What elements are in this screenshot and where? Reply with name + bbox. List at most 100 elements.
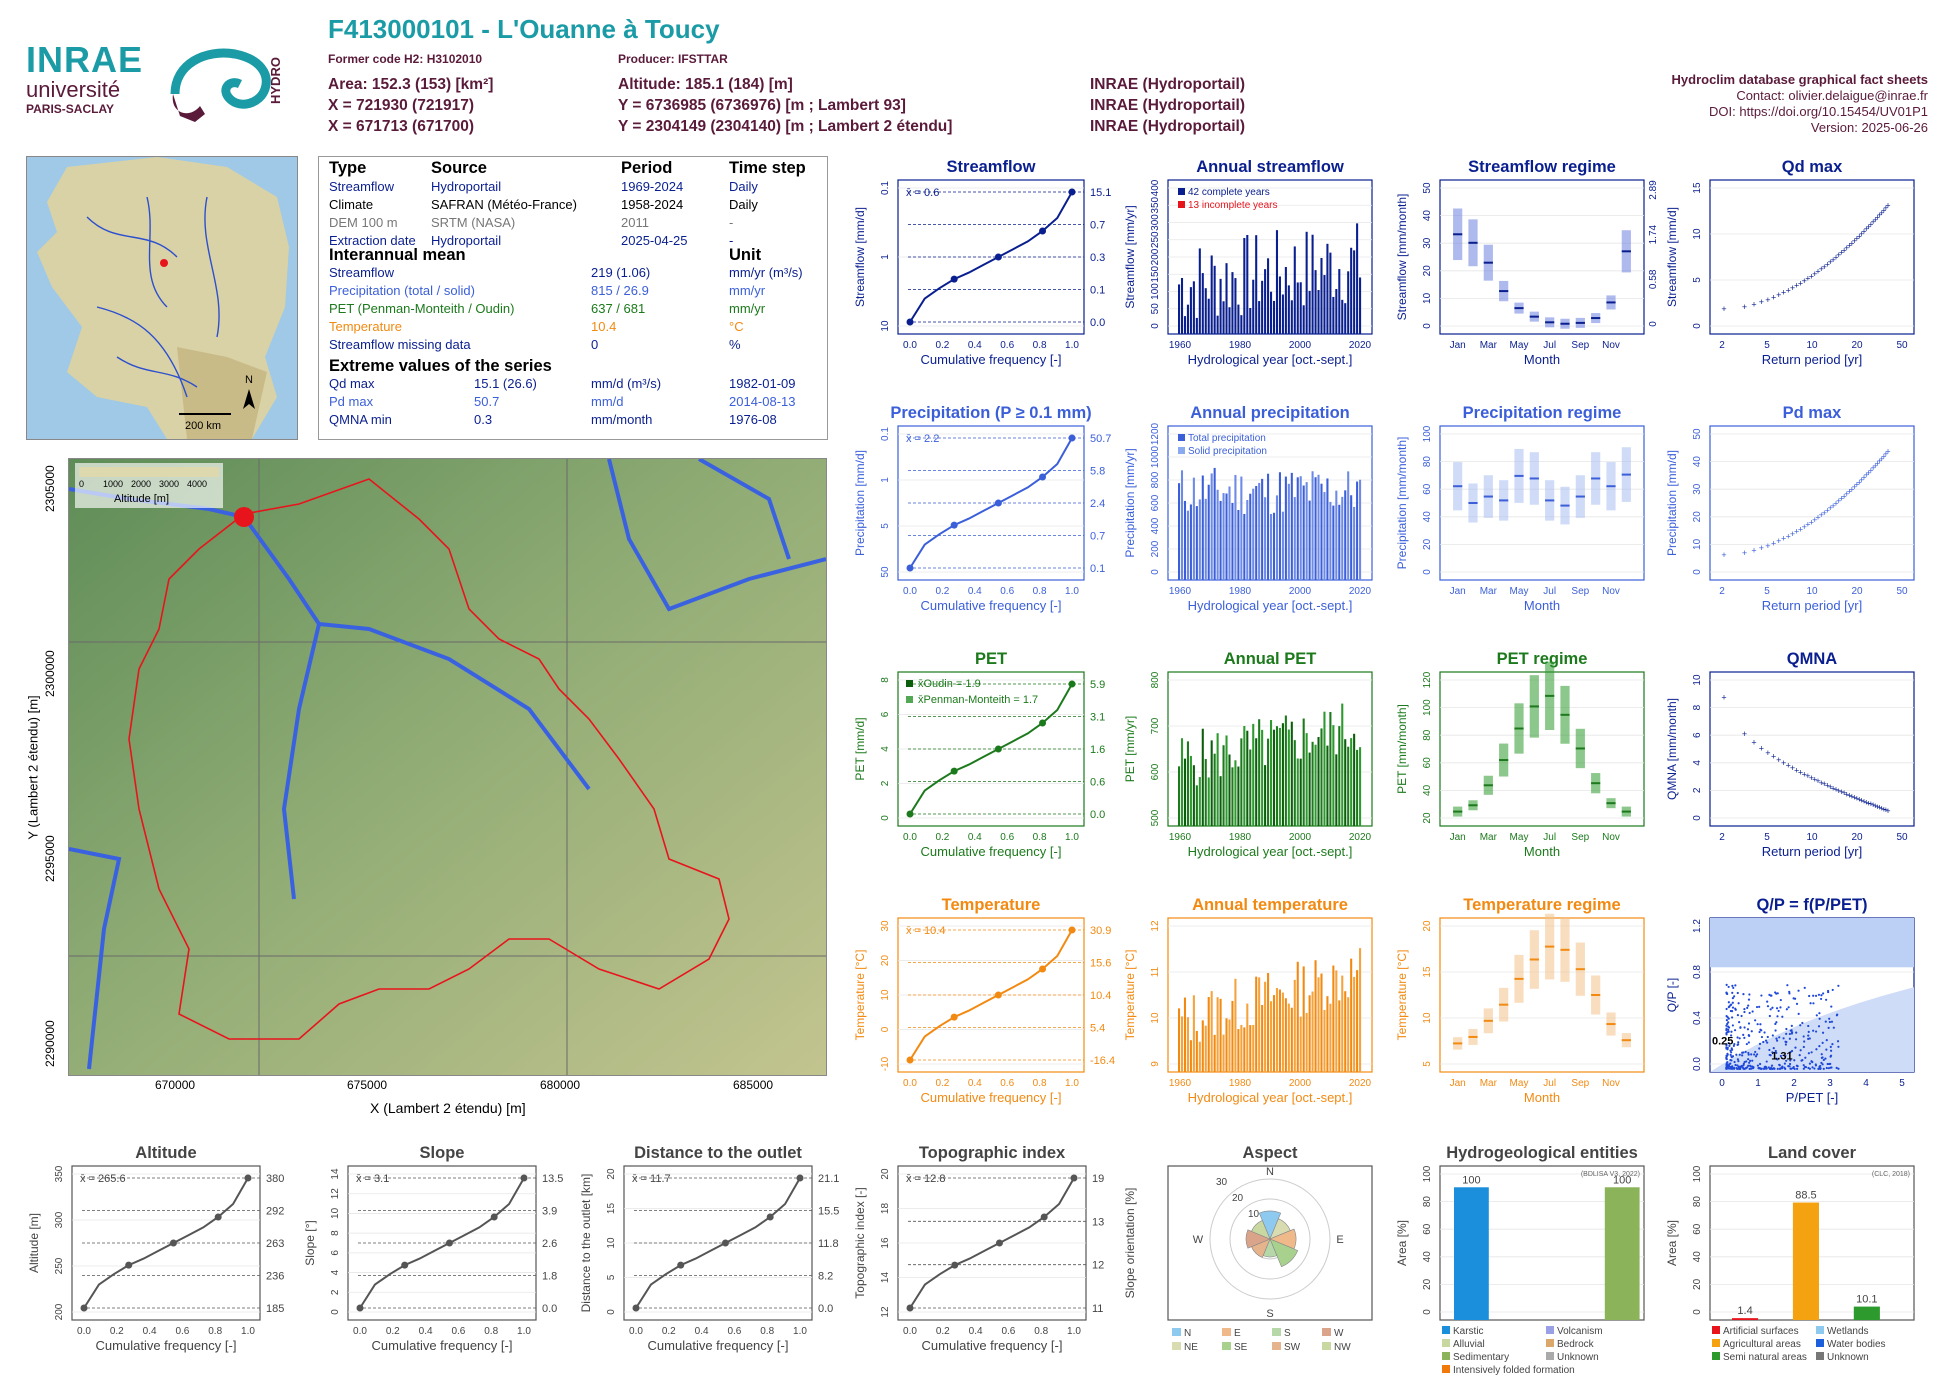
altitude_cdf-right-tick: 292 (266, 1206, 284, 1218)
annual_streamflow-bar (1219, 278, 1222, 334)
qp_ppet-point (1725, 1028, 1728, 1032)
annual_pet-bar (1219, 776, 1222, 826)
qmna-point: + (1751, 737, 1756, 747)
annual_precip-bar (1267, 473, 1270, 580)
pd_max-point: + (1885, 447, 1890, 457)
table-row-step: Daily (729, 179, 758, 194)
precip_cdf-quantile-point (950, 521, 958, 529)
qmna-point: + (1873, 801, 1878, 811)
pd_max-point: + (1825, 506, 1830, 516)
streamflow_cdf-right-tick: 0.0 (1090, 317, 1105, 329)
annual_temp-bar (1201, 1020, 1204, 1072)
inrae-logo: INRAE université PARIS-SACLAY (26, 42, 143, 117)
qd_max-point: + (1857, 231, 1862, 241)
qp_ppet-point (1827, 1026, 1830, 1029)
precip_cdf-right-tick: 2.4 (1090, 498, 1105, 510)
qp_ppet-point (1830, 1020, 1834, 1023)
qp_ppet-point (1822, 992, 1825, 995)
pd_max-point: + (1809, 517, 1814, 527)
annual_temp-bar (1284, 998, 1287, 1072)
annual_precip-bar (1264, 497, 1267, 580)
contact[interactable]: Contact: olivier.delaigue@inrae.fr (1736, 88, 1928, 103)
aspect-legend-label: NW (1334, 1342, 1351, 1353)
pd_max-point: + (1861, 473, 1866, 483)
qd_max-point: + (1812, 269, 1817, 279)
pet_cdf-legend-swatch (906, 680, 913, 687)
distance_cdf-right-tick: 21.1 (818, 1173, 839, 1185)
pet_cdf-quantile-point (994, 745, 1002, 753)
legend-tick-3: 3000 (159, 479, 179, 489)
annual_pet-bar (1228, 754, 1231, 826)
aspect-legend-swatch (1322, 1328, 1331, 1336)
annual_precip-bar (1341, 496, 1344, 580)
precip_regime-xtick: Mar (1480, 586, 1498, 597)
mean-label: Streamflow missing data (329, 337, 471, 352)
qp_ppet-point (1725, 1055, 1728, 1058)
qp_ppet-point (1742, 1033, 1745, 1037)
annual_pet-bar (1272, 729, 1276, 826)
streamflow_regime-xtick: Jul (1543, 340, 1556, 351)
temp_cdf-right-tick: 30.9 (1090, 925, 1111, 937)
precip_regime-ytick: 60 (1422, 483, 1433, 495)
qp_ppet-xtick: 1 (1755, 1078, 1761, 1089)
doi[interactable]: DOI: https://doi.org/10.15454/UV01P1 (1709, 104, 1928, 119)
qp_ppet-point (1741, 1054, 1744, 1057)
precip_cdf-xtick: 0.8 (1033, 586, 1047, 597)
qd_max-xtick: 20 (1851, 340, 1863, 351)
aspect-legend-label: SE (1234, 1342, 1248, 1353)
qp_ppet-point (1815, 1048, 1818, 1051)
pd_max-point: + (1875, 458, 1880, 468)
qp_ppet-point (1748, 1011, 1751, 1015)
pet_cdf-ytick: 4 (880, 746, 891, 752)
qp_ppet-point (1802, 1067, 1805, 1070)
annual_pet-bar (1222, 745, 1225, 826)
qp_ppet-point (1736, 991, 1739, 995)
qmna-point: + (1721, 693, 1726, 703)
altitude_cdf-ytick: 300 (54, 1211, 65, 1228)
annual_temp-bar (1219, 998, 1222, 1072)
qp_ppet-point (1769, 1054, 1772, 1057)
qp_ppet-xtick: 2 (1791, 1078, 1797, 1089)
qp_ppet-point (1748, 1061, 1751, 1064)
annual_streamflow-bar (1264, 269, 1267, 334)
annual_precip-title: Annual precipitation (1190, 404, 1350, 422)
annual_temp-xtick: 1960 (1169, 1078, 1192, 1089)
annual_pet-bar (1252, 723, 1255, 826)
annual_precip-bar (1240, 476, 1243, 580)
landcover-ytick: 0 (1692, 1309, 1703, 1315)
annual_streamflow-legend-swatch (1178, 201, 1185, 208)
altitude_cdf-xtick: 0.4 (143, 1326, 157, 1337)
annual_streamflow-bar (1231, 272, 1234, 334)
qp_ppet-point (1784, 1054, 1787, 1058)
qp_ppet-point (1753, 1053, 1756, 1056)
pet_regime-ylabel: PET [mm/month] (1395, 704, 1409, 794)
annual_streamflow-ylabel: Streamflow [mm/yr] (1123, 205, 1137, 308)
qp_ppet-point (1748, 1059, 1752, 1062)
slope_cdf-xlabel: Cumulative frequency [-] (372, 1338, 513, 1353)
annual_precip-ytick: 400 (1150, 517, 1161, 534)
annual_pet-xtick: 2000 (1289, 832, 1312, 843)
qp_ppet-point (1774, 1022, 1777, 1026)
qp_ppet-point (1745, 1042, 1748, 1046)
altitude_cdf-ytick: 350 (54, 1165, 65, 1182)
annual_temp-bar (1350, 958, 1353, 1072)
qmna-point: + (1786, 761, 1791, 771)
qp_ppet-point (1827, 989, 1830, 993)
qp_ppet-point (1789, 1059, 1792, 1062)
pet_cdf-ytick: 6 (880, 711, 891, 717)
qp_ppet-point (1727, 1067, 1730, 1070)
pd_max-point: + (1819, 510, 1824, 520)
qp_ppet-point (1807, 1066, 1810, 1070)
qp_ppet-point (1727, 985, 1730, 989)
hydrogeo-legend-swatch (1442, 1365, 1450, 1373)
qd_max-point: + (1842, 245, 1847, 255)
qp_ppet-point (1793, 1059, 1796, 1062)
qp_ppet-point (1731, 1016, 1734, 1019)
streamflow_cdf-right-tick: 0.1 (1090, 285, 1105, 297)
annual_precip-bar (1198, 499, 1201, 580)
qp_ppet-point (1743, 1067, 1746, 1071)
qp_ppet-point (1727, 1006, 1730, 1009)
annual_temp-bar (1198, 1041, 1201, 1072)
annual_pet-ytick: 800 (1150, 671, 1161, 688)
annual_streamflow-bar (1299, 282, 1302, 334)
